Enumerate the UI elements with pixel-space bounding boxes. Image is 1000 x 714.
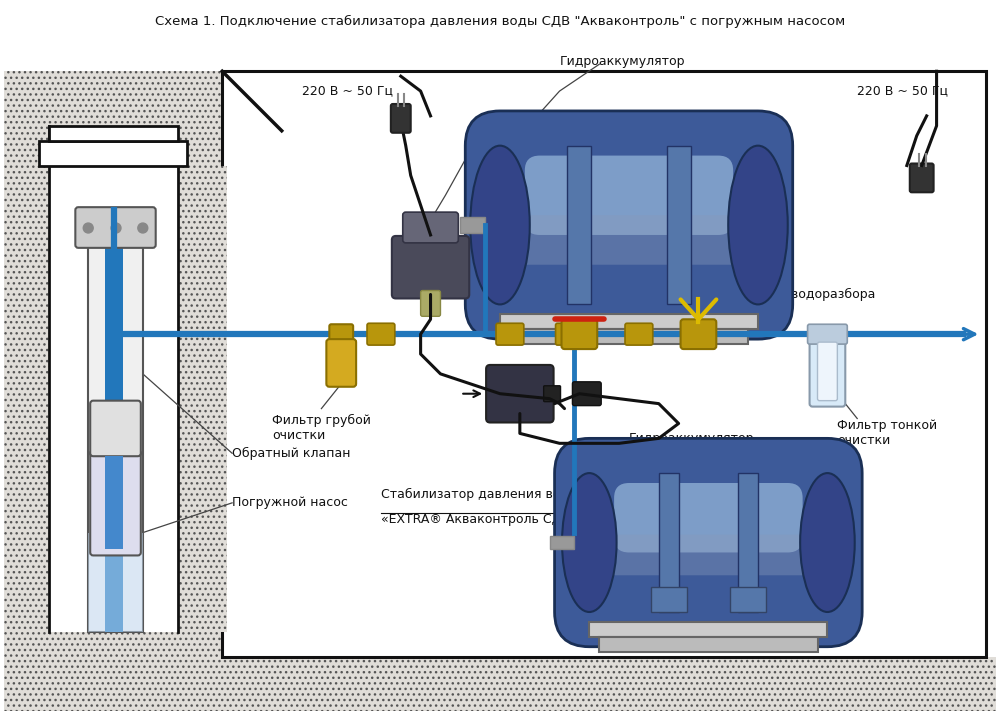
Bar bbox=[49, 166, 178, 632]
Bar bbox=[88, 533, 143, 632]
Bar bbox=[4, 166, 49, 632]
Bar bbox=[178, 166, 227, 632]
FancyBboxPatch shape bbox=[544, 386, 561, 402]
Bar bbox=[567, 146, 591, 304]
FancyBboxPatch shape bbox=[808, 324, 847, 344]
FancyBboxPatch shape bbox=[421, 291, 440, 316]
FancyBboxPatch shape bbox=[486, 365, 554, 423]
Bar bbox=[589, 622, 827, 637]
FancyBboxPatch shape bbox=[818, 342, 837, 401]
Bar bbox=[550, 536, 574, 550]
FancyBboxPatch shape bbox=[625, 323, 653, 345]
Text: Фильтр тонкой
очистки: Фильтр тонкой очистки bbox=[837, 418, 937, 446]
Text: Фильтр грубой
очистки: Фильтр грубой очистки bbox=[272, 413, 371, 442]
Text: Схема 1. Подключение стабилизатора давления воды СДВ "Акваконтроль" с погружным : Схема 1. Подключение стабилизатора давле… bbox=[155, 15, 845, 28]
Bar bbox=[667, 146, 691, 304]
FancyBboxPatch shape bbox=[496, 323, 524, 345]
Ellipse shape bbox=[800, 473, 855, 612]
FancyBboxPatch shape bbox=[525, 156, 733, 235]
FancyBboxPatch shape bbox=[510, 215, 748, 265]
FancyBboxPatch shape bbox=[614, 483, 803, 553]
Bar bbox=[738, 473, 758, 612]
FancyBboxPatch shape bbox=[75, 207, 156, 248]
Bar bbox=[4, 166, 49, 632]
Bar bbox=[510, 329, 748, 344]
Bar bbox=[4, 657, 996, 711]
FancyBboxPatch shape bbox=[681, 319, 716, 349]
Bar bbox=[659, 473, 679, 612]
Circle shape bbox=[111, 223, 121, 233]
Circle shape bbox=[83, 223, 93, 233]
Text: «EXTRA® Акваконтроль СДВ»: «EXTRA® Акваконтроль СДВ» bbox=[381, 513, 578, 526]
FancyBboxPatch shape bbox=[810, 331, 845, 406]
Bar bbox=[105, 245, 123, 632]
FancyBboxPatch shape bbox=[556, 323, 583, 345]
Bar bbox=[500, 314, 758, 329]
Bar bbox=[105, 456, 123, 550]
Bar bbox=[4, 657, 996, 711]
Text: Реле давления воды: Реле давления воды bbox=[470, 139, 606, 152]
FancyBboxPatch shape bbox=[329, 324, 353, 344]
FancyBboxPatch shape bbox=[403, 212, 458, 243]
Text: Стабилизатор давления воды: Стабилизатор давления воды bbox=[381, 488, 579, 501]
Text: Гидроаккумулятор: Гидроаккумулятор bbox=[629, 432, 754, 445]
Circle shape bbox=[138, 223, 148, 233]
Bar bbox=[730, 587, 766, 612]
Text: Гидроаккумулятор: Гидроаккумулятор bbox=[560, 55, 685, 68]
Bar bbox=[4, 71, 222, 657]
FancyBboxPatch shape bbox=[562, 319, 597, 349]
Text: Погружной насос: Погружной насос bbox=[232, 496, 348, 509]
Bar bbox=[4, 71, 222, 657]
Bar bbox=[49, 126, 178, 141]
Bar bbox=[178, 166, 227, 632]
FancyBboxPatch shape bbox=[90, 401, 141, 456]
Ellipse shape bbox=[728, 146, 788, 304]
Bar bbox=[599, 637, 818, 652]
FancyBboxPatch shape bbox=[572, 382, 601, 406]
Ellipse shape bbox=[562, 473, 617, 612]
FancyBboxPatch shape bbox=[392, 236, 469, 298]
Text: 220 В ~ 50 Гц: 220 В ~ 50 Гц bbox=[302, 84, 393, 98]
Bar bbox=[460, 217, 485, 233]
Text: Обратный клапан: Обратный клапан bbox=[232, 447, 351, 460]
FancyBboxPatch shape bbox=[367, 323, 395, 345]
Bar bbox=[39, 141, 187, 166]
FancyBboxPatch shape bbox=[90, 451, 141, 555]
FancyBboxPatch shape bbox=[326, 339, 356, 387]
FancyBboxPatch shape bbox=[606, 535, 811, 575]
Text: к точкам водоразбора: к точкам водоразбора bbox=[728, 288, 876, 301]
Bar bbox=[88, 245, 143, 632]
Bar bbox=[222, 71, 986, 657]
Ellipse shape bbox=[470, 146, 530, 304]
FancyBboxPatch shape bbox=[910, 164, 934, 192]
FancyBboxPatch shape bbox=[555, 438, 862, 647]
Bar bbox=[651, 587, 687, 612]
Text: 220 В ~ 50 Гц: 220 В ~ 50 Гц bbox=[857, 84, 948, 98]
FancyBboxPatch shape bbox=[391, 104, 411, 133]
FancyBboxPatch shape bbox=[465, 111, 793, 339]
